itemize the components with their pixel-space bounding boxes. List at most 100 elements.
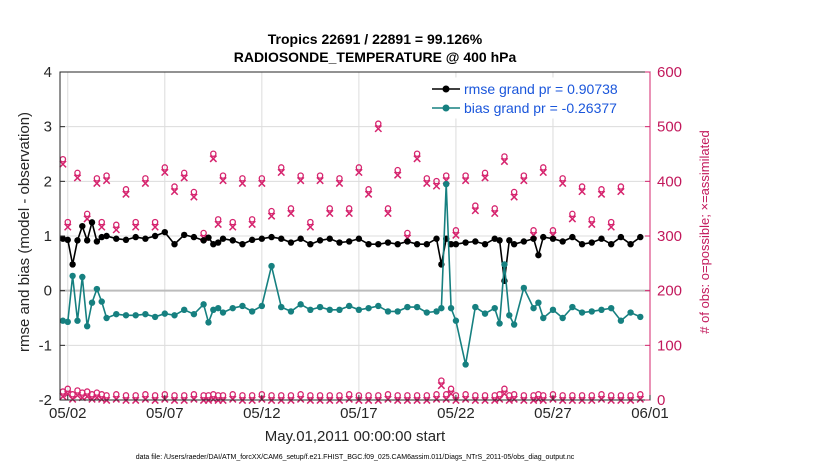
obs-assimilated-marker xyxy=(393,171,402,179)
obs-possible-marker xyxy=(578,183,586,190)
obs-assimilated-marker xyxy=(558,179,567,188)
obs-possible-marker xyxy=(248,216,256,223)
obs-assimilated-marker xyxy=(423,179,431,188)
rmse-point xyxy=(365,241,372,248)
obs-count-point-low xyxy=(432,391,441,403)
chart-title-line1: Tropics 22691 / 22891 = 99.126% xyxy=(268,31,483,47)
x-tick-label: 06/01 xyxy=(631,405,669,422)
obs-possible-marker xyxy=(113,221,120,229)
bias-point xyxy=(345,302,353,310)
rmse-point xyxy=(248,236,256,244)
obs-possible-marker xyxy=(510,188,518,196)
obs-count-point xyxy=(248,216,256,229)
obs-count-point-low xyxy=(597,391,606,403)
x-tick-label: 05/02 xyxy=(49,405,87,422)
rmse-point xyxy=(316,237,324,244)
rmse-point xyxy=(93,238,101,245)
rmse-point xyxy=(98,233,105,241)
obs-assimilated-marker xyxy=(93,179,101,188)
obs-assimilated-marker xyxy=(59,392,67,401)
left-tick-label: 3 xyxy=(44,119,52,136)
obs-possible-marker xyxy=(637,391,644,398)
rmse-point xyxy=(384,239,392,246)
bias-point xyxy=(540,314,547,322)
y-axis-label-right: # of obs: o=possible; ×=assimilated xyxy=(697,130,712,333)
bias-point xyxy=(496,320,503,327)
obs-count-point xyxy=(258,175,266,188)
obs-possible-marker xyxy=(132,392,139,399)
bias-point xyxy=(248,308,256,315)
obs-possible-marker xyxy=(540,164,547,171)
obs-count-point xyxy=(238,175,247,188)
obs-assimilated-marker xyxy=(345,395,353,403)
obs-possible-marker xyxy=(316,172,324,179)
legend-rmse-marker xyxy=(442,85,450,93)
obs-possible-marker xyxy=(588,216,596,223)
obs-assimilated-marker xyxy=(607,223,615,231)
bias-point xyxy=(336,306,343,313)
obs-possible-marker xyxy=(404,229,411,237)
rmse-point xyxy=(205,234,212,241)
rmse-point xyxy=(535,251,542,259)
obs-assimilated-marker xyxy=(112,395,121,403)
rmse-point xyxy=(219,235,227,242)
bias-point xyxy=(98,298,105,305)
obs-count-point xyxy=(180,169,188,182)
obs-possible-marker xyxy=(496,391,503,398)
obs-assimilated-marker xyxy=(73,174,82,182)
obs-assimilated-marker xyxy=(214,220,222,229)
obs-count-point xyxy=(219,172,227,185)
right-tick-label: 400 xyxy=(657,173,682,190)
obs-assimilated-marker xyxy=(131,223,140,231)
bias-point xyxy=(103,314,110,322)
bias-point xyxy=(607,304,615,312)
rmse-point xyxy=(268,233,275,241)
bias-point xyxy=(535,299,542,306)
bias-point xyxy=(481,310,489,317)
obs-assimilated-marker xyxy=(461,176,470,185)
obs-possible-marker xyxy=(549,227,557,234)
obs-assimilated-marker xyxy=(316,176,324,185)
obs-assimilated-marker xyxy=(258,179,266,188)
obs-assimilated-marker xyxy=(122,190,130,198)
obs-possible-marker xyxy=(607,218,615,226)
rmse-point xyxy=(297,235,304,242)
obs-possible-marker xyxy=(69,391,76,398)
bias-point xyxy=(404,303,411,311)
obs-assimilated-marker xyxy=(355,168,363,177)
obs-assimilated-marker xyxy=(500,157,509,166)
obs-assimilated-marker xyxy=(452,231,460,239)
rmse-point xyxy=(83,237,91,244)
obs-possible-marker xyxy=(200,229,207,237)
bias-point xyxy=(64,318,71,326)
obs-assimilated-marker xyxy=(296,176,305,185)
obs-possible-marker xyxy=(336,175,343,182)
bias-point xyxy=(74,317,81,324)
obs-count-point xyxy=(141,175,150,188)
bias-point xyxy=(520,284,528,292)
obs-possible-marker xyxy=(142,391,149,398)
bias-point xyxy=(598,306,605,313)
bias-point xyxy=(258,302,266,310)
left-tick-label: 1 xyxy=(44,228,52,245)
rmse-point xyxy=(161,228,169,236)
obs-possible-marker xyxy=(316,392,324,399)
obs-assimilated-marker xyxy=(151,223,159,231)
obs-count-point xyxy=(461,172,470,185)
obs-count-point xyxy=(161,164,169,177)
obs-assimilated-marker xyxy=(432,182,441,190)
rmse-point xyxy=(530,235,537,242)
obs-possible-marker xyxy=(365,392,372,399)
rmse-point xyxy=(103,232,110,240)
obs-possible-marker xyxy=(287,392,295,399)
left-tick-label: 2 xyxy=(44,173,52,190)
bias-point xyxy=(413,303,421,311)
bias-point xyxy=(569,303,576,311)
obs-possible-marker xyxy=(239,392,246,399)
obs-possible-marker xyxy=(93,175,101,182)
obs-count-point xyxy=(413,150,421,163)
rmse-point xyxy=(151,232,159,240)
bias-point xyxy=(132,312,139,319)
bias-point xyxy=(326,306,333,313)
bias-point xyxy=(365,304,372,312)
